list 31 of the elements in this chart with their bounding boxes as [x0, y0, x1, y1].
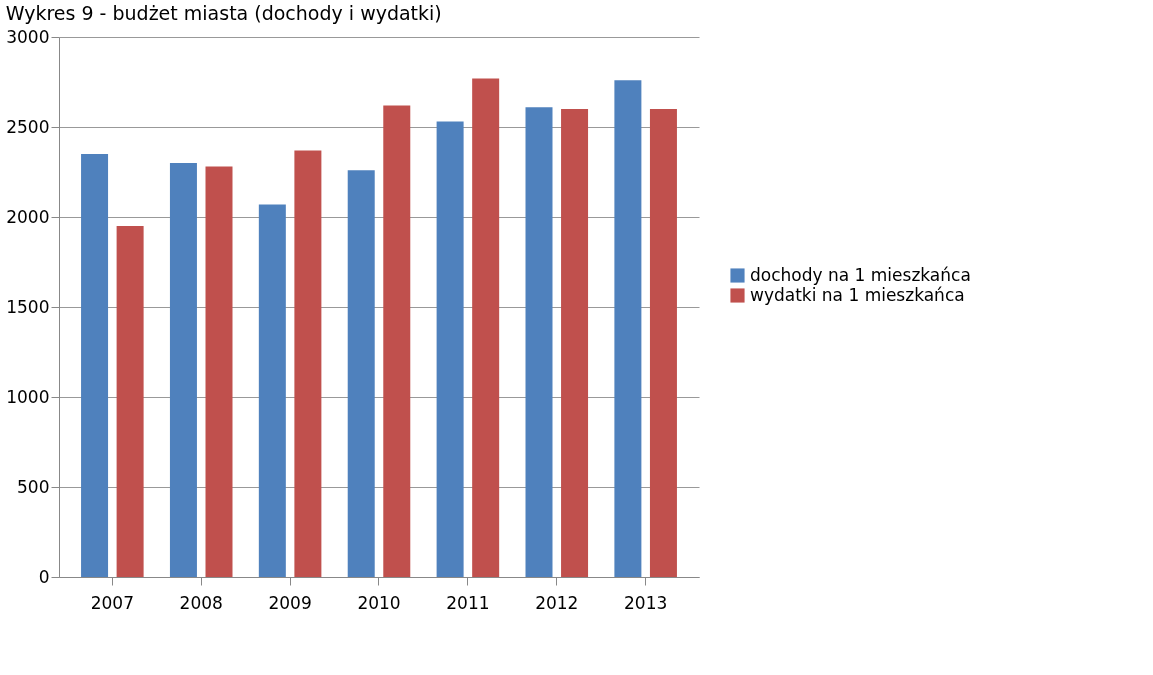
bar	[472, 78, 500, 577]
bar	[116, 226, 144, 577]
x-tick-label: 2010	[357, 592, 401, 613]
bar	[436, 121, 464, 577]
y-tick-label: 500	[17, 476, 50, 497]
y-tick-label: 2000	[6, 206, 50, 227]
legend-label: dochody na 1 mieszkańca	[750, 264, 971, 285]
y-tick-label: 0	[38, 566, 50, 587]
x-tick-label: 2011	[446, 592, 490, 613]
x-tick-label: 2012	[535, 592, 579, 613]
bar	[205, 166, 233, 577]
bar	[347, 170, 375, 577]
bar	[169, 163, 197, 577]
y-tick-label: 1500	[6, 296, 50, 317]
bar	[294, 150, 322, 577]
y-tick-label: 1000	[6, 386, 50, 407]
bar	[258, 204, 286, 577]
bar	[81, 154, 109, 577]
x-tick-label: 2007	[90, 592, 134, 613]
bar	[649, 109, 677, 577]
x-tick-label: 2009	[268, 592, 312, 613]
bar	[561, 109, 589, 577]
legend-label: wydatki na 1 mieszkańca	[750, 284, 965, 305]
chart-title: Wykres 9 - budżet miasta (dochody i wydatki)	[5, 2, 442, 24]
bar	[383, 105, 411, 577]
x-tick-label: 2013	[624, 592, 668, 613]
y-tick-label: 3000	[6, 26, 50, 47]
y-tick-label: 2500	[6, 116, 50, 137]
x-tick-label: 2008	[179, 592, 223, 613]
bar	[614, 80, 642, 577]
bar	[525, 107, 553, 577]
